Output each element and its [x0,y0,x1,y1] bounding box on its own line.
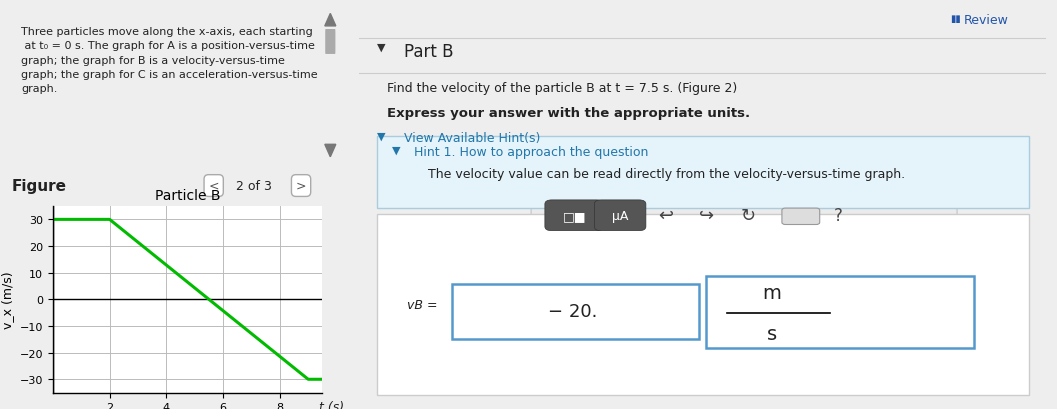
Polygon shape [324,14,336,27]
Text: >: > [296,180,307,193]
Text: Three particles move along the x-axis, each starting
 at t₀ = 0 s. The graph for: Three particles move along the x-axis, e… [21,27,318,94]
Text: ↪: ↪ [700,207,715,225]
Text: 2 of 3: 2 of 3 [236,180,272,193]
Text: m: m [762,283,781,302]
Text: View Available Hint(s): View Available Hint(s) [404,132,540,145]
Text: Express your answer with the appropriate units.: Express your answer with the appropriate… [387,106,750,119]
Text: ▼: ▼ [392,145,401,155]
Text: Figure: Figure [12,179,67,193]
FancyBboxPatch shape [452,284,700,339]
FancyBboxPatch shape [376,215,1030,395]
FancyBboxPatch shape [545,200,604,231]
Text: Review: Review [964,14,1008,27]
Text: − 20.: − 20. [548,303,597,321]
FancyBboxPatch shape [532,196,958,243]
Text: vB =: vB = [408,298,438,311]
Text: μA: μA [612,209,628,222]
Y-axis label: v_x (m/s): v_x (m/s) [1,271,14,328]
Text: □■: □■ [562,209,587,222]
Text: t (s): t (s) [319,400,344,409]
Text: ↩: ↩ [659,207,673,225]
FancyBboxPatch shape [594,200,646,231]
Text: ↻: ↻ [741,207,756,225]
FancyBboxPatch shape [376,137,1030,209]
Text: ?: ? [834,207,842,225]
Text: Part B: Part B [404,43,453,61]
Text: s: s [766,324,777,343]
Text: ▼: ▼ [376,43,385,53]
Text: Find the velocity of the particle B at t = 7.5 s. (Figure 2): Find the velocity of the particle B at t… [387,82,737,95]
Text: The velocity value can be read directly from the velocity-versus-time graph.: The velocity value can be read directly … [428,168,905,181]
Title: Particle B: Particle B [155,189,220,202]
Text: <: < [208,180,219,193]
Text: ▼: ▼ [376,132,385,142]
Text: ▮▮: ▮▮ [950,14,961,24]
FancyBboxPatch shape [326,30,335,55]
Text: Hint 1. How to approach the question: Hint 1. How to approach the question [414,145,649,158]
FancyBboxPatch shape [706,276,975,348]
Polygon shape [324,145,336,157]
FancyBboxPatch shape [782,209,820,225]
